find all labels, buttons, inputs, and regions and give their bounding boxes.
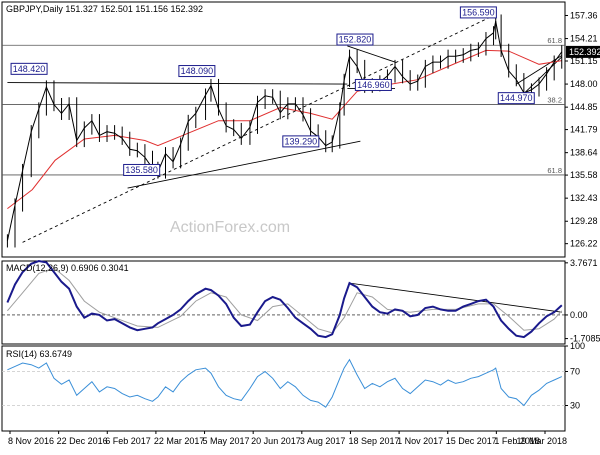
price-close-line bbox=[6, 21, 563, 242]
price-y-tick-label: 157.36 bbox=[570, 10, 598, 20]
fib-level-label-0: 61.8 bbox=[547, 36, 562, 45]
macd-y-tick-label: 0.00 bbox=[570, 310, 588, 320]
price-y-tick-label: 151.15 bbox=[570, 56, 598, 66]
price-label-box-5 bbox=[497, 92, 535, 105]
watermark-text: ActionForex.com bbox=[170, 219, 290, 236]
macd-y-tick-label: -1.7085 bbox=[570, 334, 600, 344]
rsi-line bbox=[7, 358, 563, 408]
macd-y-tick-label: 3.7671 bbox=[570, 258, 598, 268]
rsi-label: RSI(14) 63.6749 bbox=[6, 349, 72, 359]
price-label-box-6 bbox=[282, 135, 320, 148]
macd-line bbox=[6, 259, 563, 339]
x-tick-label: 19 Mar 2018 bbox=[516, 436, 567, 446]
axis-layer: 126.22 129.28 132.43 135.58 138.64 141.79 144.… bbox=[8, 10, 600, 446]
price-label-6: 139.290 bbox=[285, 136, 318, 146]
x-tick-label: 8 Nov 2016 bbox=[8, 436, 54, 446]
rsi-y-tick-label: 70 bbox=[570, 367, 580, 377]
price-y-tick-label: 154.21 bbox=[570, 34, 598, 44]
macd-panel-border bbox=[1, 260, 566, 345]
price-label-box-0 bbox=[459, 6, 497, 19]
price-label-7: 135.580 bbox=[125, 165, 158, 175]
rsi-panel bbox=[1, 345, 566, 432]
price-trendline-1 bbox=[127, 140, 361, 189]
macd-series-layer bbox=[2, 259, 565, 339]
macd-trendline-0 bbox=[349, 282, 562, 313]
price-label-2: 148.420 bbox=[13, 64, 46, 74]
price-y-tick-label: 135.58 bbox=[570, 170, 598, 180]
price-y-tick-label: 126.22 bbox=[570, 239, 598, 249]
macd-signal-line bbox=[7, 267, 563, 334]
price-trendline-0 bbox=[7, 82, 348, 85]
x-tick-label: 1 Nov 2017 bbox=[397, 436, 443, 446]
price-label-box-1 bbox=[336, 33, 374, 46]
price-label-0: 156.590 bbox=[462, 7, 495, 17]
price-trendline-3 bbox=[347, 45, 396, 63]
fib-level-label-1: 38.2 bbox=[547, 96, 562, 105]
current-price-label: 152.392 bbox=[569, 47, 600, 57]
price-y-tick-label: 138.64 bbox=[570, 148, 598, 158]
price-label-1: 152.820 bbox=[339, 35, 372, 45]
macd-label: MACD(12,26,9) 0.6906 0.3041 bbox=[6, 263, 129, 273]
x-tick-label: 22 Mar 2017 bbox=[154, 436, 205, 446]
chart-title: GBPJPY,Daily 151.327 152.501 151.156 152… bbox=[6, 4, 203, 14]
price-y-tick-label: 132.43 bbox=[570, 193, 598, 203]
x-tick-label: 1 Feb 2018 bbox=[494, 436, 540, 446]
x-tick-label: 18 Sep 2017 bbox=[348, 436, 399, 446]
price-y-tick-label: 129.28 bbox=[570, 216, 598, 226]
x-tick-label: 6 Feb 2017 bbox=[105, 436, 151, 446]
price-y-tick-label: 144.85 bbox=[570, 102, 598, 112]
rsi-series-layer bbox=[2, 358, 565, 408]
price-label-5: 144.970 bbox=[500, 93, 533, 103]
price-y-tick-label: 148.00 bbox=[570, 79, 598, 89]
current-price-tag bbox=[566, 45, 600, 58]
price-label-box-2 bbox=[10, 62, 48, 75]
price-series-layer: 61.8 38.2 61.8 156.590 152.820 148.420 148.090… bbox=[2, 6, 565, 248]
x-tick-label: 20 Jun 2017 bbox=[251, 436, 301, 446]
rsi-y-tick-label: 30 bbox=[570, 401, 580, 411]
price-label-box-4 bbox=[354, 78, 392, 91]
fib-level-label-2: 61.8 bbox=[547, 166, 562, 175]
rsi-y-tick-label: 100 bbox=[570, 341, 585, 351]
x-tick-label: 22 Dec 2016 bbox=[57, 436, 108, 446]
price-label-3: 148.090 bbox=[181, 66, 214, 76]
price-label-box-3 bbox=[178, 65, 216, 78]
macd-panel bbox=[1, 260, 566, 345]
price-y-tick-label: 141.79 bbox=[570, 125, 598, 135]
price-label-4: 146.960 bbox=[357, 80, 390, 90]
x-tick-label: 15 Dec 2017 bbox=[446, 436, 497, 446]
x-tick-label: 5 May 2017 bbox=[203, 436, 250, 446]
price-label-box-7 bbox=[123, 163, 161, 176]
x-tick-label: 3 Aug 2017 bbox=[300, 436, 346, 446]
rsi-panel-border bbox=[1, 345, 566, 432]
